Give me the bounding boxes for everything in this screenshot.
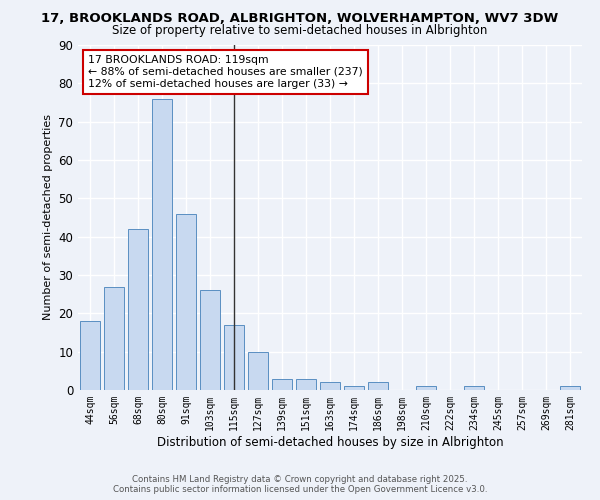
Bar — [368, 382, 388, 390]
Bar — [200, 290, 220, 390]
Bar — [296, 378, 316, 390]
Text: Contains HM Land Registry data © Crown copyright and database right 2025.
Contai: Contains HM Land Registry data © Crown c… — [113, 474, 487, 494]
Bar — [272, 378, 292, 390]
Bar — [560, 386, 580, 390]
Bar — [320, 382, 340, 390]
Bar — [152, 98, 172, 390]
Bar — [344, 386, 364, 390]
Bar — [104, 286, 124, 390]
Bar — [248, 352, 268, 390]
Bar — [224, 325, 244, 390]
Y-axis label: Number of semi-detached properties: Number of semi-detached properties — [43, 114, 53, 320]
Bar — [464, 386, 484, 390]
X-axis label: Distribution of semi-detached houses by size in Albrighton: Distribution of semi-detached houses by … — [157, 436, 503, 448]
Bar — [80, 321, 100, 390]
Bar — [416, 386, 436, 390]
Text: 17 BROOKLANDS ROAD: 119sqm
← 88% of semi-detached houses are smaller (237)
12% o: 17 BROOKLANDS ROAD: 119sqm ← 88% of semi… — [88, 56, 363, 88]
Text: 17, BROOKLANDS ROAD, ALBRIGHTON, WOLVERHAMPTON, WV7 3DW: 17, BROOKLANDS ROAD, ALBRIGHTON, WOLVERH… — [41, 12, 559, 26]
Text: Size of property relative to semi-detached houses in Albrighton: Size of property relative to semi-detach… — [112, 24, 488, 37]
Bar — [128, 229, 148, 390]
Bar — [176, 214, 196, 390]
